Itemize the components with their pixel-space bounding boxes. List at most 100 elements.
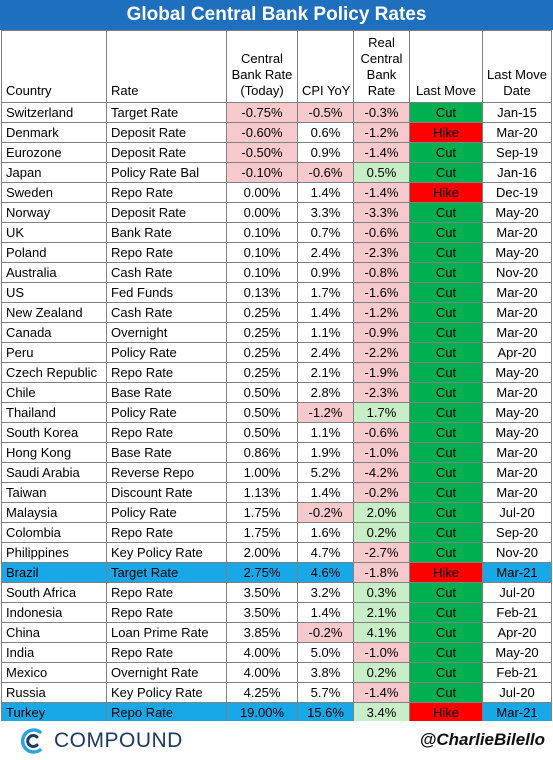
real-rate-cell: -1.0% bbox=[353, 442, 410, 463]
last-move-cell: Cut bbox=[409, 362, 483, 383]
table-row: Poland Repo Rate 0.10% 2.4% -2.3% Cut May-20 bbox=[1, 242, 552, 263]
table-row: Malaysia Policy Rate 1.75% -0.2% 2.0% Cut Jul-… bbox=[1, 502, 552, 523]
author-handle: @CharlieBilello bbox=[419, 730, 545, 749]
cpi-cell: 3.2% bbox=[297, 582, 354, 603]
real-rate-cell: -2.3% bbox=[353, 242, 410, 263]
real-rate-cell: -0.6% bbox=[353, 222, 410, 243]
rate-name-cell: Overnight bbox=[106, 322, 227, 343]
last-move-date-cell: Jan-16 bbox=[482, 162, 552, 183]
country-cell: Philippines bbox=[1, 542, 107, 563]
table-row: Australia Cash Rate 0.10% 0.9% -0.8% Cut Nov-2… bbox=[1, 262, 552, 283]
cb-rate-cell: 1.75% bbox=[226, 502, 298, 523]
rate-name-cell: Repo Rate bbox=[106, 242, 227, 263]
real-rate-cell: -1.4% bbox=[353, 142, 410, 163]
real-rate-cell: -2.3% bbox=[353, 382, 410, 403]
header-country: Country bbox=[1, 30, 107, 103]
last-move-date-cell: Mar-20 bbox=[482, 302, 552, 323]
country-cell: Norway bbox=[1, 202, 107, 223]
real-rate-cell: -1.2% bbox=[353, 302, 410, 323]
last-move-cell: Cut bbox=[409, 262, 483, 283]
real-rate-cell: 0.2% bbox=[353, 522, 410, 543]
country-cell: China bbox=[1, 622, 107, 643]
country-cell: Brazil bbox=[1, 562, 107, 583]
rate-name-cell: Repo Rate bbox=[106, 582, 227, 603]
table-row: Indonesia Repo Rate 3.50% 1.4% 2.1% Cut Feb-21 bbox=[1, 602, 552, 623]
cpi-cell: 5.2% bbox=[297, 462, 354, 483]
table-row: Russia Key Policy Rate 4.25% 5.7% -1.4% Cut Ju… bbox=[1, 682, 552, 703]
cpi-cell: 2.4% bbox=[297, 242, 354, 263]
last-move-cell: Cut bbox=[409, 342, 483, 363]
rate-name-cell: Loan Prime Rate bbox=[106, 622, 227, 643]
country-cell: Mexico bbox=[1, 662, 107, 683]
cpi-cell: 0.7% bbox=[297, 222, 354, 243]
last-move-date-cell: Mar-20 bbox=[482, 222, 552, 243]
last-move-date-cell: May-20 bbox=[482, 362, 552, 383]
last-move-date-cell: Mar-20 bbox=[482, 462, 552, 483]
cpi-cell: 1.6% bbox=[297, 522, 354, 543]
cpi-cell: 15.6% bbox=[297, 702, 354, 723]
cb-rate-cell: 0.00% bbox=[226, 182, 298, 203]
real-rate-cell: -4.2% bbox=[353, 462, 410, 483]
last-move-date-cell: Nov-20 bbox=[482, 542, 552, 563]
country-cell: Denmark bbox=[1, 122, 107, 143]
real-rate-cell: -3.3% bbox=[353, 202, 410, 223]
last-move-cell: Cut bbox=[409, 102, 483, 123]
last-move-date-cell: Nov-20 bbox=[482, 262, 552, 283]
country-cell: Taiwan bbox=[1, 482, 107, 503]
table-row: China Loan Prime Rate 3.85% -0.2% 4.1% Cut Apr… bbox=[1, 622, 552, 643]
logo-text: COMPOUND bbox=[54, 729, 183, 752]
rate-name-cell: Policy Rate bbox=[106, 402, 227, 423]
last-move-date-cell: May-20 bbox=[482, 402, 552, 423]
country-cell: Czech Republic bbox=[1, 362, 107, 383]
last-move-cell: Hike bbox=[409, 562, 483, 583]
rate-name-cell: Key Policy Rate bbox=[106, 682, 227, 703]
cb-rate-cell: 0.25% bbox=[226, 322, 298, 343]
last-move-date-cell: May-20 bbox=[482, 202, 552, 223]
last-move-cell: Cut bbox=[409, 282, 483, 303]
table-body: Switzerland Target Rate -0.75% -0.5% -0.3% Cu… bbox=[1, 102, 552, 723]
table-row: Thailand Policy Rate 0.50% -1.2% 1.7% Cut May-… bbox=[1, 402, 552, 423]
last-move-date-cell: Feb-21 bbox=[482, 602, 552, 623]
cb-rate-cell: 4.00% bbox=[226, 642, 298, 663]
table-row: Philippines Key Policy Rate 2.00% 4.7% -2.7%… bbox=[1, 542, 552, 563]
last-move-date-cell: Sep-19 bbox=[482, 142, 552, 163]
cb-rate-cell: 1.13% bbox=[226, 482, 298, 503]
cb-rate-cell: 1.75% bbox=[226, 522, 298, 543]
cb-rate-cell: 0.25% bbox=[226, 342, 298, 363]
real-rate-cell: -1.4% bbox=[353, 182, 410, 203]
real-rate-cell: -1.8% bbox=[353, 562, 410, 583]
rate-name-cell: Target Rate bbox=[106, 562, 227, 583]
last-move-date-cell: Mar-20 bbox=[482, 382, 552, 403]
last-move-cell: Cut bbox=[409, 642, 483, 663]
cb-rate-cell: 3.50% bbox=[226, 582, 298, 603]
cb-rate-cell: -0.50% bbox=[226, 142, 298, 163]
header-cb-rate: Central Bank Rate (Today) bbox=[226, 30, 298, 103]
last-move-cell: Cut bbox=[409, 202, 483, 223]
last-move-date-cell: Mar-20 bbox=[482, 322, 552, 343]
table-row: UK Bank Rate 0.10% 0.7% -0.6% Cut Mar-20 bbox=[1, 222, 552, 243]
cb-rate-cell: -0.75% bbox=[226, 102, 298, 123]
cpi-cell: 3.8% bbox=[297, 662, 354, 683]
rate-name-cell: Cash Rate bbox=[106, 302, 227, 323]
table-row: New Zealand Cash Rate 0.25% 1.4% -1.2% Cut Mar… bbox=[1, 302, 552, 323]
rate-name-cell: Repo Rate bbox=[106, 702, 227, 723]
rate-name-cell: Repo Rate bbox=[106, 362, 227, 383]
cb-rate-cell: 0.00% bbox=[226, 202, 298, 223]
country-cell: Chile bbox=[1, 382, 107, 403]
real-rate-cell: 0.3% bbox=[353, 582, 410, 603]
cb-rate-cell: -0.10% bbox=[226, 162, 298, 183]
table-row: Czech Republic Repo Rate 0.25% 2.1% -1.9% Cut… bbox=[1, 362, 552, 383]
header-last-move-date: Last Move Date bbox=[482, 30, 552, 103]
table-row: Taiwan Discount Rate 1.13% 1.4% -0.2% Cut Mar-… bbox=[1, 482, 552, 503]
cb-rate-cell: 0.86% bbox=[226, 442, 298, 463]
last-move-date-cell: Mar-21 bbox=[482, 562, 552, 583]
cb-rate-cell: 0.50% bbox=[226, 422, 298, 443]
compound-logo-icon bbox=[20, 728, 42, 754]
real-rate-cell: -2.2% bbox=[353, 342, 410, 363]
cb-rate-cell: 0.10% bbox=[226, 262, 298, 283]
cpi-cell: 1.1% bbox=[297, 422, 354, 443]
cpi-cell: 3.3% bbox=[297, 202, 354, 223]
cb-rate-cell: 1.00% bbox=[226, 462, 298, 483]
cb-rate-cell: 0.25% bbox=[226, 302, 298, 323]
cpi-cell: -0.2% bbox=[297, 622, 354, 643]
